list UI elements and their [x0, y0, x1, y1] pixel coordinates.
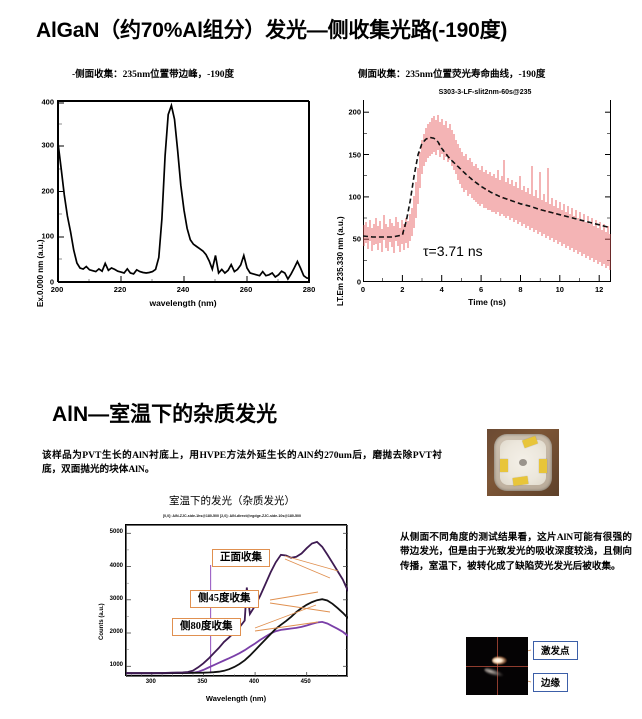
chart-emission-spectrum: Ex.0.000 nm (a.u.) [22, 92, 322, 317]
chart2-ylabel: LT.Em 235.330 nm (a.u.) [336, 216, 345, 306]
chart3-subtitle: [0,0]: AlN-ZJC-side-1hs@180-500 [2,0]: A… [162, 514, 302, 518]
chart3-ytick-1000: 1000 [109, 662, 123, 669]
chart2-xtick-4: 4 [439, 285, 444, 294]
chart3-title: 室温下的发光（杂质发光） [169, 496, 295, 507]
chart2-series-raw [363, 115, 611, 270]
chart1-ytick-200: 200 [41, 186, 54, 195]
chart1-ytick-300: 300 [41, 140, 54, 150]
chart2-xlabel: Time (ns) [468, 297, 506, 307]
caption-right-lifetime: 侧面收集：235nm位置荧光寿命曲线，-190度 [358, 70, 546, 80]
chart2-series-fit [363, 136, 610, 238]
chart1-xlabel: wavelength (nm) [149, 298, 217, 308]
chart2-title: S303-3-LF-slit2nm-60s@235 [438, 89, 532, 96]
crosshair-vertical [497, 637, 498, 695]
edge-emission-streak [483, 666, 505, 679]
chart1-series-spectrum [58, 102, 310, 281]
chart1-plot-area [57, 100, 310, 283]
callout-edge: 边缘 [533, 673, 569, 692]
chart3-xtick-450: 450 [300, 679, 311, 685]
chart2-xtick-6: 6 [479, 285, 484, 294]
wafer-sample-photo [487, 429, 559, 496]
chart1-xtick-280: 280 [302, 285, 316, 294]
callout-front-collection: 正面收集 [212, 549, 270, 568]
chart1-svg [58, 101, 310, 283]
chart2-xtick-10: 10 [555, 285, 564, 294]
chart1-xtick-240: 240 [176, 285, 190, 294]
chart3-xtick-400: 400 [249, 679, 260, 685]
chart2-xtick-0: 0 [360, 285, 366, 294]
chart1-ytick-0: 0 [49, 277, 54, 286]
page-title-alGaN: AlGaN（约70%Al组分）发光—侧收集光路(-190度) [36, 19, 508, 42]
excitation-spot [492, 656, 507, 665]
luminescence-photo [466, 637, 528, 695]
chart3-ytick-4000: 4000 [109, 562, 123, 569]
chart3-ytick-5000: 5000 [109, 529, 123, 535]
chart2-xtick-8: 8 [518, 285, 523, 294]
chart2-svg [363, 100, 611, 282]
chart1-ytick-400: 400 [41, 97, 54, 107]
chart2-xtick-2: 2 [400, 285, 405, 294]
chart2-lifetime-annotation: τ=3.71 ns [423, 243, 483, 259]
chart2-ytick-50: 50 [352, 234, 361, 244]
chart3-ytick-2000: 2000 [109, 629, 123, 635]
chart2-plot-area [363, 100, 611, 282]
chart2-xtick-12: 12 [595, 285, 604, 294]
wafer-center-spot [519, 459, 527, 466]
aln-analysis-text: 从侧面不同角度的测试结果看，这片AlN可能有很强的带边发光，但是由于光致发光的吸… [400, 532, 632, 572]
chart1-xtick-200: 200 [50, 285, 64, 294]
chart-fluorescence-decay: S303-3-LF-slit2nm-60s@235 LT.Em 235.330 … [325, 88, 625, 318]
chart2-ytick-100: 100 [348, 192, 361, 202]
chart3-xtick-350: 350 [197, 679, 208, 685]
chart3-ytick-3000: 3000 [109, 595, 123, 602]
caption-left-spectrum: -侧面收集：235nm位置带边峰，-190度 [72, 70, 235, 80]
chart1-ytick-100: 100 [41, 231, 54, 241]
chart2-ytick-200: 200 [348, 107, 361, 117]
chart2-ytick-150: 150 [348, 150, 361, 159]
callout-side45-collection: 侧45度收集 [190, 590, 259, 609]
callout-excitation-point: 激发点 [533, 641, 578, 660]
chart2-ytick-0: 0 [356, 277, 361, 286]
chart1-ylabel: Ex.0.000 nm (a.u.) [36, 239, 45, 307]
callout-side80-collection: 侧80度收集 [172, 618, 241, 637]
chart1-xtick-260: 260 [239, 285, 253, 294]
page-title-aln: AlN—室温下的杂质发光 [52, 403, 278, 426]
wafer-clip-left [500, 459, 508, 472]
wafer-clip-right [539, 459, 547, 473]
chart1-xtick-220: 220 [113, 285, 127, 294]
aln-description-text: 该样品为PVT生长的AlN衬底上，用HVPE方法外延生长的AlN约270um后，… [42, 450, 442, 475]
chart3-series-side45 [126, 598, 348, 675]
chart3-xtick-300: 300 [145, 679, 156, 685]
chart3-series-front [126, 540, 348, 675]
chart3-xlabel: Wavelength (nm) [205, 694, 267, 703]
